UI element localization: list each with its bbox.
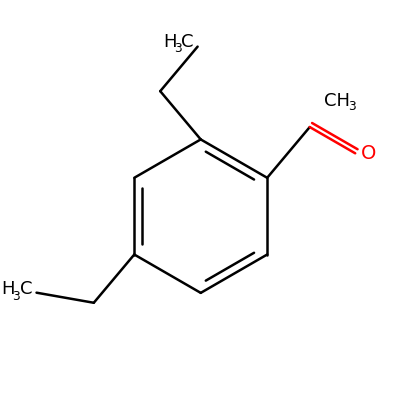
Text: 3: 3 bbox=[174, 42, 182, 55]
Text: 3: 3 bbox=[12, 290, 20, 303]
Text: CH: CH bbox=[324, 92, 350, 110]
Text: O: O bbox=[361, 144, 377, 163]
Text: C: C bbox=[20, 280, 33, 298]
Text: 3: 3 bbox=[348, 100, 356, 113]
Text: H: H bbox=[164, 33, 177, 51]
Text: H: H bbox=[1, 280, 14, 298]
Text: C: C bbox=[182, 33, 194, 51]
